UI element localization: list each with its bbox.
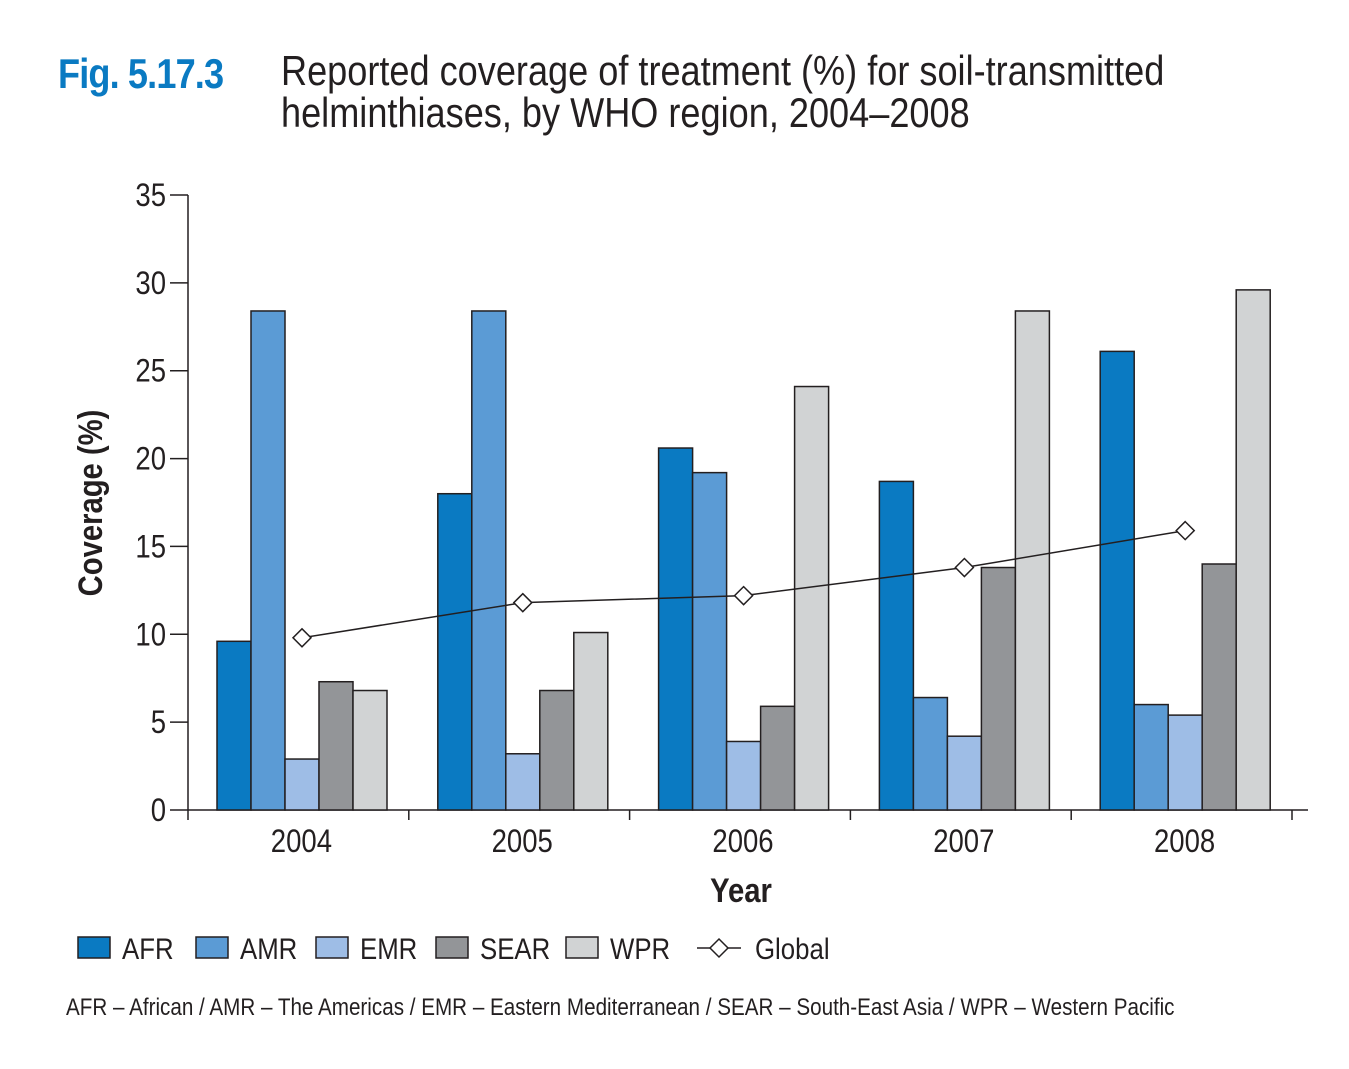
legend-swatch-afr <box>77 936 111 959</box>
global-point-2007 <box>954 557 975 578</box>
bar-sear-2007 <box>980 566 1017 811</box>
figure-title: Reported coverage of treatment (%) for s… <box>281 47 1165 136</box>
legend-label-global: Global <box>755 932 830 965</box>
legend-label-sear: SEAR <box>480 932 550 965</box>
y-tick-label: 20 <box>135 442 166 477</box>
legend: AFR AMR EMR SEAR WPR Global <box>77 932 830 965</box>
y-axis: 0 5 10 15 20 25 30 35 <box>135 178 189 829</box>
global-point-2008 <box>1175 520 1196 541</box>
legend-global-marker <box>708 937 730 959</box>
footnote: AFR – African / AMR – The Americas / EMR… <box>66 994 1175 1021</box>
bar-amr-2008 <box>1133 703 1169 811</box>
bar-wpr-2006 <box>793 385 830 811</box>
bar-wpr-2008 <box>1235 289 1271 811</box>
legend-swatch-emr <box>315 936 349 959</box>
global-point-2004 <box>291 627 313 648</box>
bar-wpr-2007 <box>1014 310 1051 811</box>
bar-afr-2007 <box>878 480 915 811</box>
bar-sear-2006 <box>759 705 796 811</box>
y-tick-label: 0 <box>151 793 166 828</box>
y-tick-label: 15 <box>135 530 166 565</box>
bars-group <box>216 289 1271 811</box>
global-point-2005 <box>512 592 533 613</box>
bar-emr-2004 <box>284 758 320 811</box>
bar-emr-2008 <box>1167 714 1203 811</box>
x-tick-label: 2004 <box>271 824 332 859</box>
x-tick-label: 2008 <box>1154 824 1215 859</box>
legend-label-emr: EMR <box>360 932 417 965</box>
global-series-line <box>301 529 1186 639</box>
x-axis: 2004 2005 2006 2007 2008 <box>187 809 1308 860</box>
bar-sear-2008 <box>1201 563 1237 811</box>
legend-swatch-wpr <box>565 936 599 959</box>
x-axis-label: Year <box>710 871 772 910</box>
x-tick-label: 2007 <box>933 824 994 859</box>
x-tick-label: 2005 <box>492 824 553 859</box>
bar-emr-2007 <box>946 735 983 811</box>
bar-wpr-2004 <box>352 689 388 811</box>
legend-swatch-sear <box>435 936 469 959</box>
bar-sear-2005 <box>539 689 575 811</box>
bar-amr-2006 <box>691 471 728 811</box>
legend-swatch-amr <box>195 936 229 959</box>
bar-emr-2006 <box>725 740 762 811</box>
bar-afr-2005 <box>437 492 473 811</box>
legend-label-wpr: WPR <box>610 932 670 965</box>
bar-afr-2008 <box>1099 350 1135 811</box>
bar-afr-2004 <box>216 640 252 811</box>
bar-amr-2004 <box>250 310 286 811</box>
bar-amr-2005 <box>471 310 507 811</box>
bar-emr-2005 <box>505 753 541 811</box>
bar-amr-2007 <box>912 696 949 811</box>
bar-wpr-2005 <box>573 631 609 811</box>
y-tick-label: 30 <box>135 266 166 301</box>
x-tick-label: 2006 <box>712 824 773 859</box>
coverage-bar-chart: 0 5 10 15 20 25 30 35 2004 2005 2006 2007 2008 Cove… <box>71 178 1308 965</box>
y-tick-label: 35 <box>135 178 166 213</box>
legend-label-afr: AFR <box>122 932 174 965</box>
y-tick-label: 10 <box>135 617 166 652</box>
global-line-group <box>291 520 1196 648</box>
y-tick-label: 25 <box>135 354 166 389</box>
figure-label: Fig. 5.17.3 <box>58 50 224 97</box>
legend-label-amr: AMR <box>240 932 297 965</box>
y-tick-label: 5 <box>151 705 166 740</box>
bar-afr-2006 <box>657 447 694 811</box>
bar-sear-2004 <box>318 680 354 811</box>
global-point-2006 <box>733 585 754 606</box>
y-axis-label: Coverage (%) <box>71 410 110 597</box>
